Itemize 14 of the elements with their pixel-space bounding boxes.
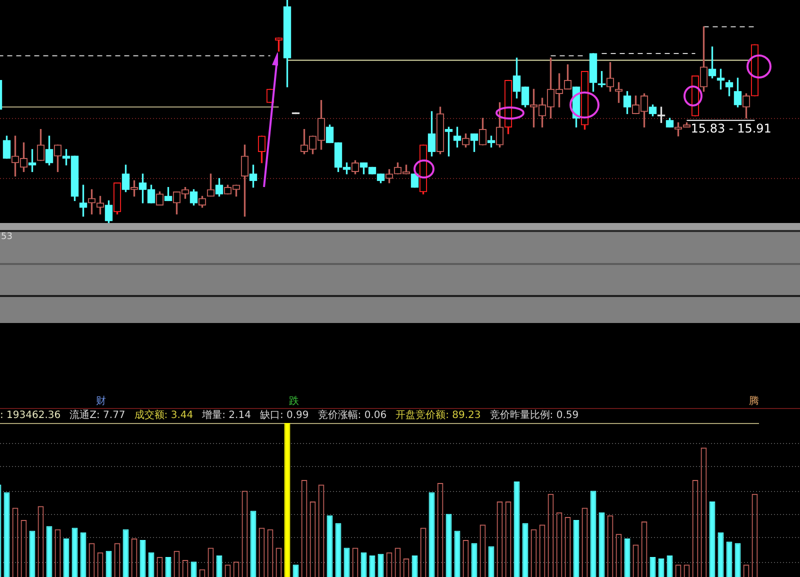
text: 增量: 2.14 [202, 410, 251, 422]
text: 竞价昨量比例: 0.59 [490, 410, 579, 422]
text: 流通Z: 7.77 [70, 410, 126, 422]
text: 竞价涨幅: 0.06 [318, 410, 387, 422]
text: 跌 [289, 396, 299, 407]
text: 缺口: 0.99 [260, 410, 309, 422]
bar [292, 564, 299, 577]
text: 开盘竞价额: 89.23 [396, 410, 481, 422]
text: 腾 [749, 396, 759, 407]
text: 53 [1, 232, 12, 243]
text: 成交额: 3.44 [134, 410, 194, 422]
text: : 193462.36 [0, 410, 61, 422]
text: 财 [96, 396, 106, 407]
series-label: 15.83 - 15.91 [690, 122, 772, 136]
